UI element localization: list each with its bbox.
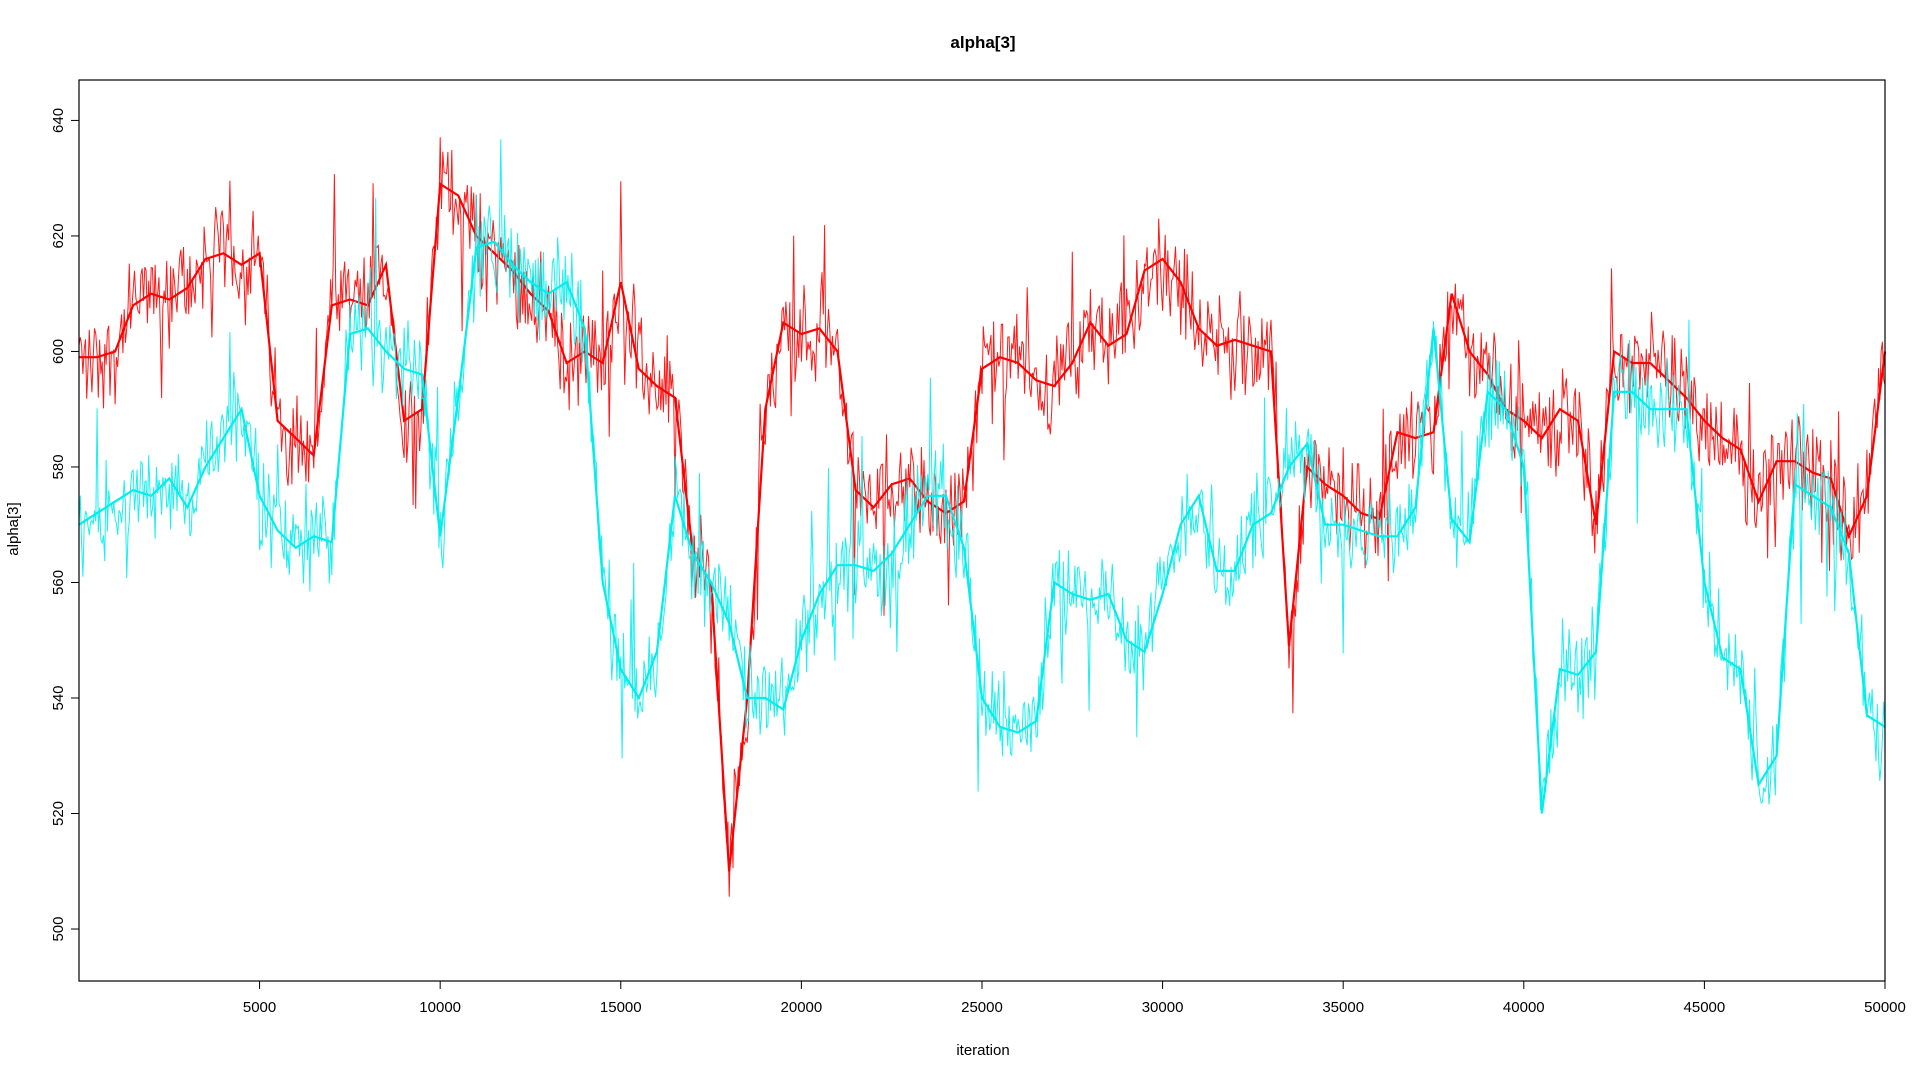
chart-title: alpha[3] bbox=[950, 33, 1015, 52]
y-tick-label: 620 bbox=[50, 223, 67, 248]
y-tick-label: 640 bbox=[50, 108, 67, 133]
y-axis-label: alpha[3] bbox=[5, 502, 22, 555]
y-tick-label: 520 bbox=[50, 801, 67, 826]
series-layer bbox=[78, 137, 1887, 897]
x-tick-label: 15000 bbox=[600, 999, 642, 1016]
x-tick-label: 50000 bbox=[1864, 999, 1906, 1016]
x-tick-label: 30000 bbox=[1142, 999, 1184, 1016]
series-1-line bbox=[79, 182, 1887, 872]
x-tick-label: 20000 bbox=[781, 999, 823, 1016]
y-tick-label: 580 bbox=[50, 454, 67, 479]
x-axis-label: iteration bbox=[956, 1042, 1009, 1059]
y-axis: 500 520 540 560 580 600 620 640 bbox=[50, 108, 79, 942]
x-tick-label: 45000 bbox=[1684, 999, 1726, 1016]
x-tick-label: 5000 bbox=[243, 999, 276, 1016]
y-tick-label: 540 bbox=[50, 685, 67, 710]
y-tick-label: 600 bbox=[50, 339, 67, 364]
x-tick-label: 40000 bbox=[1503, 999, 1545, 1016]
y-tick-label: 560 bbox=[50, 570, 67, 595]
series-2-line bbox=[78, 240, 1886, 814]
x-tick-label: 10000 bbox=[419, 999, 461, 1016]
x-tick-label: 25000 bbox=[961, 999, 1003, 1016]
x-tick-label: 35000 bbox=[1322, 999, 1364, 1016]
y-tick-label: 500 bbox=[50, 917, 67, 942]
x-axis: 5000 10000 15000 20000 25000 30000 35000 40000 4… bbox=[243, 981, 1906, 1016]
series-2-noise bbox=[78, 139, 1886, 811]
